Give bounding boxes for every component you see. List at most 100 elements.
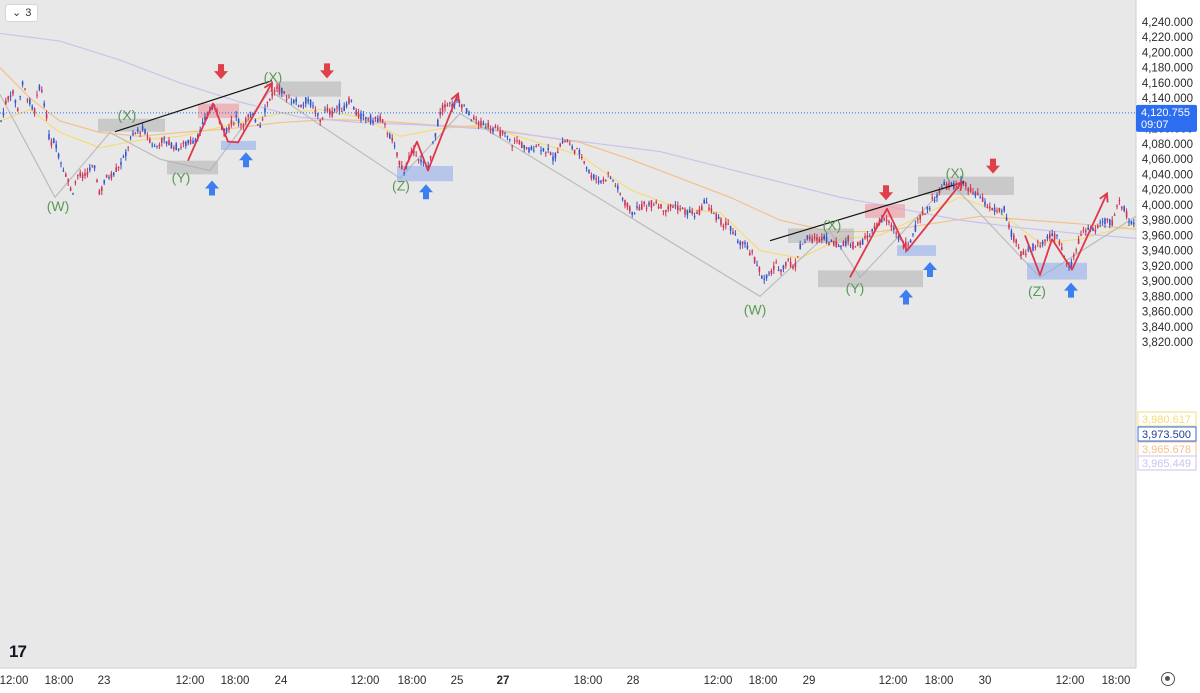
wave-projection-3[interactable]	[1024, 193, 1108, 276]
candle-body	[108, 177, 110, 179]
candle-body	[948, 183, 950, 188]
time-axis-ticks: 12:00 18:00 23 12:00 18:00 24 12:00 18:00 25 27 18…	[0, 675, 1130, 687]
candle-body	[79, 172, 81, 176]
candle-body	[624, 200, 626, 206]
candle-body	[799, 243, 801, 249]
candle-body	[797, 256, 799, 258]
candle-body	[1087, 227, 1089, 231]
candle-body	[777, 269, 780, 272]
candle-body	[273, 89, 276, 93]
candle-body	[473, 116, 475, 120]
candle-body	[420, 159, 422, 163]
gear-icon[interactable]	[1161, 672, 1175, 686]
price-tick-label: 3,920.000	[1142, 261, 1193, 273]
blue-zone-9[interactable]	[397, 166, 453, 182]
interval-selector[interactable]: ⌄ 3	[5, 4, 39, 22]
candle-body	[950, 182, 953, 186]
gray-zone-3[interactable]	[788, 228, 854, 243]
candle-body	[1022, 251, 1025, 255]
candle-body	[158, 144, 161, 147]
candle-body	[756, 264, 758, 266]
candle-body	[1077, 239, 1080, 244]
candle-body	[669, 204, 672, 207]
candle-body	[259, 125, 261, 128]
candle-body	[482, 122, 485, 126]
candle-body	[665, 209, 667, 213]
candle-body	[557, 151, 559, 154]
candle-body	[165, 141, 168, 144]
gray-zone-1[interactable]	[167, 160, 218, 175]
candle-body	[785, 262, 787, 266]
candle-body	[276, 86, 278, 89]
candle-body	[847, 235, 849, 242]
candle-body	[403, 172, 405, 174]
candle-body	[434, 133, 437, 137]
candle-body	[33, 108, 36, 114]
price-tag: 3,973.500	[1137, 426, 1197, 442]
moving-average-0	[0, 108, 1137, 259]
candle-body	[816, 237, 818, 241]
candle-body	[569, 143, 571, 145]
candle-body	[751, 251, 753, 253]
candle-body	[1101, 221, 1104, 223]
candle-body	[1053, 233, 1056, 240]
candle-body	[729, 226, 732, 231]
candle-body	[744, 242, 746, 245]
candle-body	[917, 218, 919, 220]
wave-projection-1[interactable]	[403, 93, 459, 172]
time-axis[interactable]	[0, 668, 1136, 693]
candle-body	[134, 132, 137, 134]
candle-body	[1017, 247, 1020, 249]
candle-body	[861, 239, 864, 245]
candle-body	[638, 207, 641, 211]
candle-body	[888, 221, 890, 223]
candle-body	[77, 174, 79, 176]
candle-body	[2, 111, 5, 116]
time-tick-label: 28	[627, 675, 640, 687]
candle-body	[432, 141, 434, 143]
candle-body	[177, 148, 180, 151]
candle-body	[1133, 222, 1135, 225]
candle-body	[463, 104, 465, 106]
candle-body	[413, 149, 415, 154]
candle-body	[547, 148, 549, 150]
price-tag: 3,980.617	[1137, 411, 1197, 427]
buy-arrow-up-icon	[205, 180, 219, 196]
candle-body	[564, 140, 566, 143]
candle-body	[65, 174, 67, 177]
candle-body	[1123, 206, 1125, 211]
wave-projection-2[interactable]	[849, 181, 963, 278]
blue-zone-10[interactable]	[897, 245, 936, 256]
candle-body	[645, 207, 648, 209]
blue-zone-8[interactable]	[221, 140, 256, 151]
candle-body	[530, 146, 533, 151]
trendline-1[interactable]	[769, 181, 965, 242]
plot-area[interactable]	[0, 0, 1136, 668]
candle-body	[823, 235, 825, 240]
candle-body	[873, 225, 876, 229]
trendline-0[interactable]	[114, 80, 273, 133]
candle-body	[1056, 234, 1058, 236]
candle-body	[789, 261, 792, 267]
candle-body	[787, 259, 789, 261]
candle-body	[902, 245, 905, 248]
candle-body	[0, 120, 2, 122]
time-tick-label: 25	[451, 675, 464, 687]
wave-label: (Z)	[392, 177, 410, 193]
wave-projection-0[interactable]	[187, 82, 273, 162]
candle-body	[1080, 234, 1082, 236]
candle-body	[278, 84, 281, 93]
gray-zone-2[interactable]	[277, 81, 341, 97]
candle-body	[703, 200, 705, 204]
candle-body	[525, 147, 528, 149]
candle-body	[1001, 210, 1003, 212]
gray-zone-0[interactable]	[98, 118, 165, 132]
candle-body	[753, 256, 756, 263]
price-tick-label: 3,940.000	[1142, 246, 1193, 258]
gray-zone-4[interactable]	[818, 270, 923, 288]
candle-body	[48, 134, 50, 140]
candle-body	[201, 122, 204, 124]
candle-body	[72, 193, 74, 195]
